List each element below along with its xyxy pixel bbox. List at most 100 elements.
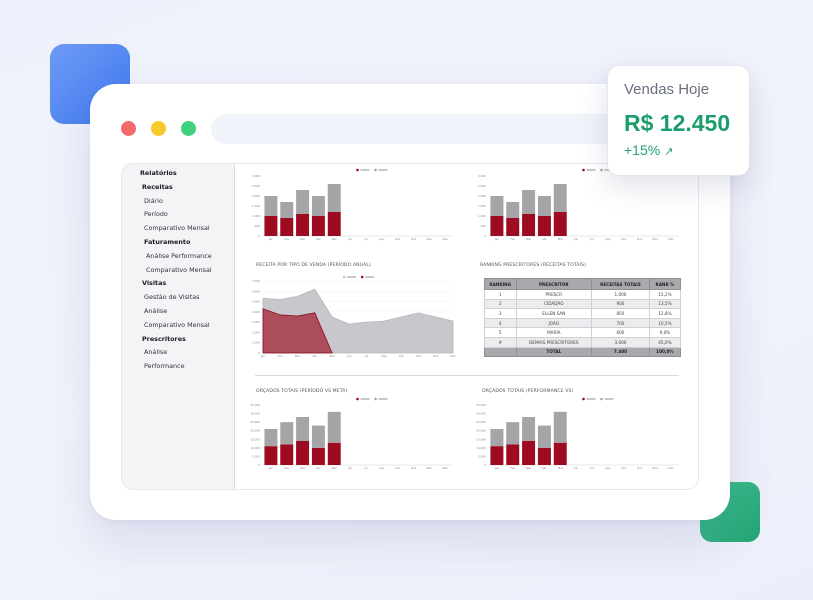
legend-label (586, 398, 596, 400)
x-tick-label: Out (411, 466, 417, 470)
x-tick-label: Nov (427, 237, 433, 241)
x-tick-label: Jan (268, 237, 274, 241)
x-tick-label: Set (399, 354, 404, 358)
legend-label (360, 169, 370, 171)
sidebar-item-receitas[interactable]: Receitas (142, 182, 173, 191)
table-cell: 900 (591, 298, 650, 310)
bar-fev (506, 218, 520, 236)
bar-mai (553, 411, 567, 443)
bar-mar (296, 441, 310, 465)
table-cell: 12,8% (648, 308, 682, 319)
x-tick-label: Mar (300, 466, 306, 470)
sidebar-item-relatórios[interactable]: Relatórios (140, 169, 177, 177)
y-tick-label: 20.000 (476, 429, 486, 433)
sidebar-item-diário[interactable]: Diário (144, 196, 163, 205)
x-tick-label: Ago (605, 237, 611, 241)
y-tick-label: 3.000 (252, 174, 260, 178)
y-tick-label: 1.500 (252, 204, 260, 208)
minimize-window-dot[interactable] (151, 121, 166, 136)
table-header-cell: RANK % (648, 278, 682, 290)
x-tick-label: Fev (510, 237, 515, 241)
y-tick-label: 25.000 (476, 420, 486, 424)
legend-marker (600, 397, 603, 401)
table-cell: 600 (591, 327, 650, 338)
y-tick-label: 30.000 (476, 412, 486, 416)
x-tick-label: Jun (573, 466, 579, 470)
y-tick-label: 0 (258, 463, 260, 467)
sidebar-item-comparativo-mensal[interactable]: Comparativo Mensal (144, 320, 210, 329)
y-tick-label: 4.000 (252, 310, 260, 314)
table-cell: 45,0% (648, 336, 682, 348)
x-tick-label: Jul (363, 466, 368, 470)
legend-label (365, 276, 375, 278)
y-tick-label: 2.500 (252, 184, 260, 188)
table-cell: 1 (484, 289, 517, 300)
table-cell: DEMAIS PRESCRITORES (515, 336, 593, 348)
bar-jan (490, 216, 504, 236)
sidebar-item-comparativo-mensal[interactable]: Comparativo Mensal (144, 224, 210, 233)
sidebar-item-visitas[interactable]: Visitas (142, 279, 167, 288)
y-tick-label: 1.000 (252, 214, 260, 218)
bar-mai (327, 411, 341, 443)
chart-top-right: 0 500 1.000 1.500 2.000 2.500 3.000 Jan Fev Mar Ab… (471, 164, 686, 246)
bar-fev (280, 218, 294, 236)
bar-mar (296, 190, 310, 214)
y-tick-label: 5.000 (252, 300, 260, 304)
y-tick-label: 35.000 (250, 403, 260, 407)
legend-marker (600, 168, 603, 172)
sidebar-item-análise-performance[interactable]: Análise Performance (146, 251, 212, 260)
legend-label (586, 169, 596, 171)
sidebar-item-análise[interactable]: Análise (144, 307, 168, 315)
table-row: 4 JOÃO 700 10,5% (484, 317, 682, 329)
chart-bottom-left-svg: 0 5.000 10.000 15.000 20.000 25.000 30.000 35.0… (250, 397, 453, 470)
bottom-right-chart-title: ORÇADOS TOTAIS (PERFORMANCE VS) (482, 389, 574, 394)
y-tick-label: 2.000 (252, 194, 260, 198)
bar-jan (264, 429, 278, 447)
address-bar[interactable] (211, 114, 631, 144)
chart-bottom-right: 0 5.000 10.000 15.000 20.000 25.000 30.000 35.0… (471, 394, 686, 476)
sidebar-item-prescritores[interactable]: Prescritores (142, 334, 186, 343)
legend-marker (582, 397, 585, 401)
x-tick-label: Abr (316, 237, 322, 241)
y-tick-label: 15.000 (476, 437, 486, 441)
table-total-cell: 7.400 (591, 346, 650, 358)
table-cell: CIDADÃO (515, 298, 593, 310)
sidebar-item-faturamento[interactable]: Faturamento (144, 238, 191, 246)
sidebar-item-período[interactable]: Período (144, 210, 168, 219)
x-tick-label: Out (637, 237, 643, 241)
sidebar-item-comparativo-mensal[interactable]: Comparativo Mensal (146, 265, 212, 274)
x-tick-label: Ago (381, 354, 387, 358)
sidebar-item-performance[interactable]: Performance (144, 362, 185, 370)
x-tick-label: Fev (284, 466, 289, 470)
legend-label (604, 398, 614, 400)
bar-fev (506, 422, 520, 445)
table-row: 2 CIDADÃO 900 13,5% (484, 298, 682, 310)
x-tick-label: Jun (347, 237, 353, 241)
x-tick-label: Mar (526, 466, 532, 470)
legend-marker (356, 168, 359, 172)
sidebar-item-análise[interactable]: Análise (144, 348, 168, 357)
y-tick-label: 30.000 (250, 412, 260, 416)
maximize-window-dot[interactable] (181, 121, 196, 136)
bottom-left-chart-title: ORÇADOS TOTAIS (PERÍODO VS META) (256, 389, 348, 394)
x-tick-label: Set (395, 237, 400, 241)
legend-marker (356, 397, 359, 401)
bar-mar (522, 190, 536, 214)
table-cell: 5 (484, 327, 517, 338)
legend-label (360, 398, 370, 400)
x-tick-label: Fev (510, 466, 515, 470)
close-window-dot[interactable] (121, 121, 136, 136)
chart-area: 0 1.000 2.000 3.000 4.000 5.000 6.000 7.000 Jan F… (245, 268, 460, 360)
chart-bottom-left: 0 5.000 10.000 15.000 20.000 25.000 30.000 35.0… (245, 394, 460, 476)
sidebar-item-gestão-de-visitas[interactable]: Gestão de Visitas (144, 293, 200, 302)
bar-jan (264, 216, 278, 236)
x-tick-label: Jun (573, 237, 579, 241)
legend-label (347, 276, 357, 278)
x-tick-label: Nov (433, 354, 439, 358)
card-title: Vendas Hoje (624, 81, 710, 98)
x-tick-label: Mar (526, 237, 532, 241)
sidebar-menu: Relatórios Receitas Diário Período Comparati… (122, 164, 234, 370)
y-tick-label: 0 (484, 463, 486, 467)
legend-marker (374, 168, 377, 172)
table-header-row: RANKING PRESCRITOR RECEITAS TOTAIS RANK % (484, 278, 682, 290)
